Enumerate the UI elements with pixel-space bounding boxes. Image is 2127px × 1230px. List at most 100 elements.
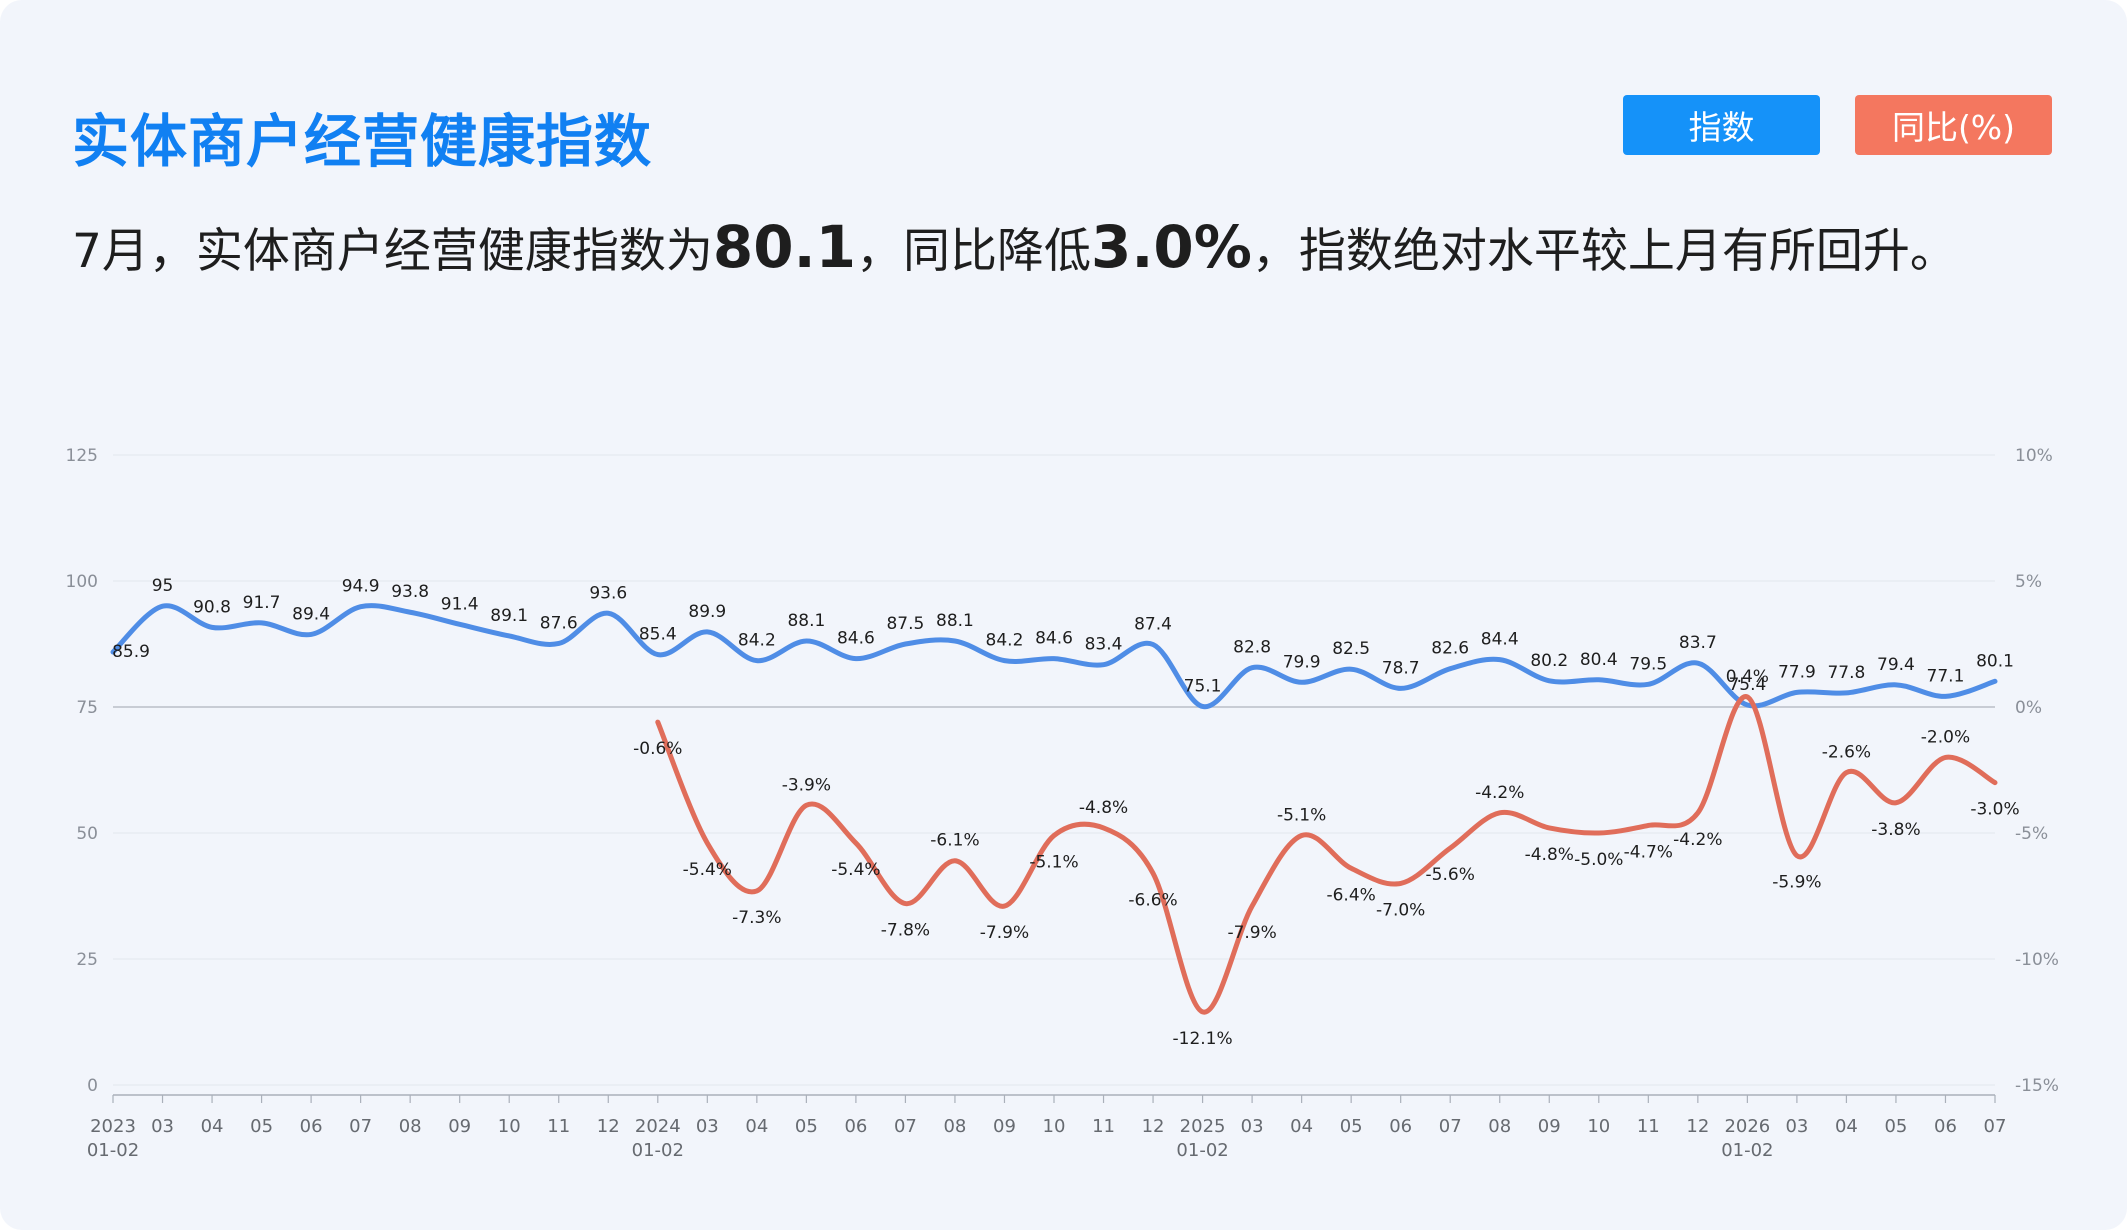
yoy-data-label: -4.2%: [1673, 830, 1722, 850]
yoy-data-label: -7.8%: [881, 921, 930, 941]
y-left-tick-label: 25: [76, 950, 98, 970]
index-data-label: 83.7: [1679, 633, 1717, 653]
index-data-label: 75.4: [1728, 675, 1766, 695]
index-data-label: 89.4: [292, 604, 330, 624]
yoy-data-label: -7.3%: [732, 908, 781, 928]
x-tick-label: 03: [151, 1116, 174, 1137]
headline-index-value: 80.1: [712, 213, 857, 281]
x-tick-label: 10: [498, 1116, 521, 1137]
index-data-label: 84.6: [837, 629, 875, 649]
index-toggle-button[interactable]: 指数: [1623, 95, 1820, 155]
y-left-tick-label: 0: [87, 1076, 98, 1096]
x-tick-label: 06: [300, 1116, 323, 1137]
x-tick-label: 09: [993, 1116, 1016, 1137]
index-data-label: 91.4: [441, 594, 479, 614]
yoy-data-label: -5.4%: [683, 860, 732, 880]
summary-headline: 7月，实体商户经营健康指数为80.1，同比降低3.0%，指数绝对水平较上月有所回…: [72, 212, 1957, 281]
x-tick-label: 08: [399, 1116, 422, 1137]
yoy-data-label: -2.6%: [1822, 743, 1871, 763]
index-data-label: 84.2: [986, 631, 1024, 651]
yoy-data-label: -5.1%: [1277, 806, 1326, 826]
x-tick-label: 04: [1835, 1116, 1858, 1137]
index-data-label: 87.5: [886, 614, 924, 634]
y-right-tick-label: -10%: [2015, 950, 2059, 970]
index-data-label: 80.1: [1976, 651, 2014, 671]
x-tick-label: 03: [1241, 1116, 1264, 1137]
yoy-data-label: -4.8%: [1525, 845, 1574, 865]
yoy-data-label: -2.0%: [1921, 727, 1970, 747]
x-tick-label: 2026: [1724, 1116, 1770, 1137]
yoy-data-label: -6.6%: [1128, 890, 1177, 910]
yoy-series-line: [655, 694, 1998, 1015]
index-data-label: 79.9: [1283, 652, 1321, 672]
index-data-label: 80.2: [1530, 651, 1568, 671]
y-left-tick-label: 50: [76, 824, 98, 844]
x-tick-label: 12: [1686, 1116, 1709, 1137]
x-tick-label: 06: [844, 1116, 867, 1137]
x-tick-label: 05: [250, 1116, 273, 1137]
x-tick-label: 2025: [1180, 1116, 1226, 1137]
index-data-label: 85.9: [112, 642, 150, 662]
x-tick-label: 11: [547, 1116, 570, 1137]
index-data-label: 93.6: [589, 583, 627, 603]
x-tick-label: 06: [1389, 1116, 1412, 1137]
index-data-label: 78.7: [1382, 658, 1420, 678]
index-data-label: 84.6: [1035, 629, 1073, 649]
x-tick-label: 12: [597, 1116, 620, 1137]
headline-text-2: ，同比降低: [856, 224, 1092, 279]
yoy-data-label: -5.4%: [831, 860, 880, 880]
index-data-label: 91.7: [243, 593, 281, 613]
headline-text-3: ，指数绝对水平较上月有所回升。: [1251, 224, 1957, 279]
yoy-data-label: -6.1%: [930, 831, 979, 851]
yoy-data-label: -3.0%: [1970, 800, 2019, 820]
yoy-toggle-button[interactable]: 同比(%): [1855, 95, 2052, 155]
x-tick-label: 05: [795, 1116, 818, 1137]
x-tick-label: 07: [1439, 1116, 1462, 1137]
x-tick-label: 07: [1984, 1116, 2007, 1137]
yoy-data-label: -6.4%: [1326, 885, 1375, 905]
x-tick-label: 07: [894, 1116, 917, 1137]
headline-change-value: 3.0%: [1091, 213, 1252, 281]
x-tick-label: 07: [349, 1116, 372, 1137]
y-left-tick-label: 75: [76, 698, 98, 718]
yoy-data-label: -5.6%: [1426, 865, 1475, 885]
x-tick-label: 08: [1488, 1116, 1511, 1137]
yoy-data-label: 0.4%: [1726, 667, 1769, 687]
x-tick-label: 09: [1538, 1116, 1561, 1137]
x-tick-label: 11: [1092, 1116, 1115, 1137]
index-data-label: 95: [152, 576, 174, 596]
index-data-label: 82.6: [1431, 639, 1469, 659]
yoy-data-label: -7.9%: [980, 923, 1029, 943]
index-data-label: 89.9: [688, 602, 726, 622]
y-right-tick-label: -15%: [2015, 1076, 2059, 1096]
headline-text-1: 7月，实体商户经营健康指数为: [72, 224, 713, 279]
yoy-data-label: -0.6%: [633, 739, 682, 759]
index-data-label: 77.8: [1827, 663, 1865, 683]
x-tick-label: 11: [1637, 1116, 1660, 1137]
index-data-label: 79.5: [1629, 654, 1667, 674]
yoy-data-label: -5.9%: [1772, 873, 1821, 893]
yoy-data-label: -12.1%: [1173, 1029, 1233, 1049]
index-data-label: 87.6: [540, 613, 578, 633]
index-data-label: 94.9: [342, 577, 380, 597]
index-data-label: 83.4: [1085, 635, 1123, 655]
x-tick-label: 08: [943, 1116, 966, 1137]
yoy-data-label: -4.8%: [1079, 798, 1128, 818]
x-tick-label: 2024: [635, 1116, 681, 1137]
x-tick-label: 04: [745, 1116, 768, 1137]
index-data-label: 75.1: [1184, 676, 1222, 696]
index-data-label: 90.8: [193, 597, 231, 617]
x-tick-label: 10: [1043, 1116, 1066, 1137]
yoy-data-label: -4.7%: [1624, 842, 1673, 862]
index-data-label: 84.2: [738, 631, 776, 651]
yoy-data-label: -7.9%: [1227, 923, 1276, 943]
index-data-label: 84.4: [1481, 630, 1519, 650]
index-data-label: 89.1: [490, 606, 528, 626]
x-tick-sublabel: 01-02: [632, 1140, 684, 1161]
index-data-label: 87.4: [1134, 615, 1172, 635]
x-tick-label: 09: [448, 1116, 471, 1137]
y-right-tick-label: 0%: [2015, 698, 2042, 718]
yoy-data-label: -7.0%: [1376, 900, 1425, 920]
